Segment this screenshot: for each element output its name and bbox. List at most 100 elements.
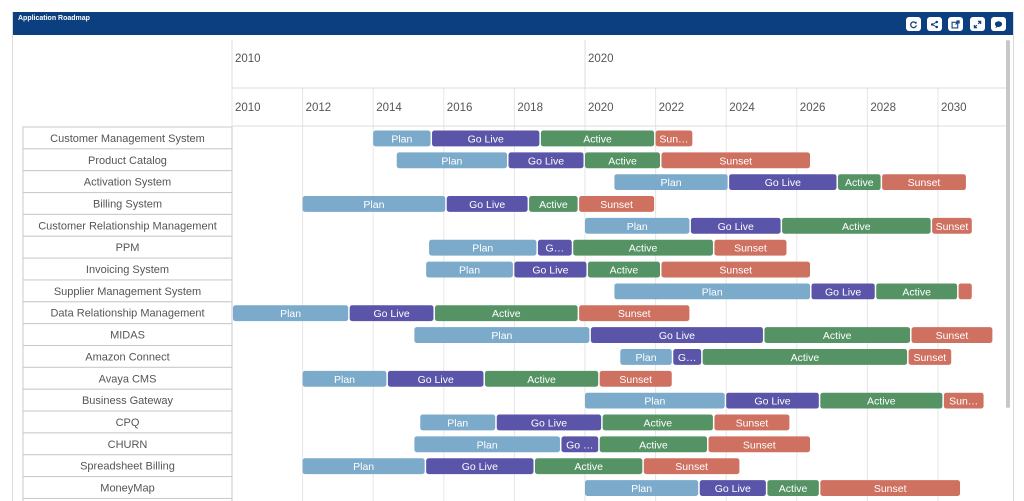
gantt-bar-label: Active	[779, 483, 808, 495]
gantt-bar	[908, 349, 952, 365]
gantt-bar-label: Go Live	[373, 308, 409, 320]
minor-tick-label: 2016	[447, 102, 473, 114]
gantt-bar-label: Plan	[391, 133, 412, 145]
gantt-bar-label: Go Live	[825, 286, 861, 298]
gantt-bar	[655, 130, 693, 147]
gantt-bar	[426, 261, 513, 278]
gantt-bar	[420, 414, 496, 431]
gantt-bar	[702, 349, 908, 365]
gantt-bar-label: Plan	[702, 286, 723, 298]
gantt-bar	[661, 152, 811, 169]
gantt-bar-label: Plan	[631, 483, 652, 495]
gantt-bar-label: Active	[574, 461, 603, 473]
gantt-bar	[614, 283, 811, 300]
gantt-bar-label: Go Live	[418, 374, 454, 386]
gantt-bar-label: Plan	[459, 265, 480, 277]
gantt-bar	[496, 414, 602, 431]
row-label: Business Gateway	[82, 395, 174, 407]
minor-tick-label: 2018	[517, 102, 543, 114]
gantt-bar-label: Sun…	[659, 133, 688, 145]
gantt-bar-label: Active	[492, 308, 521, 320]
gantt-bar-label: Plan	[353, 461, 374, 473]
row-label: Invoicing System	[86, 264, 169, 276]
minor-tick-label: 2012	[306, 102, 332, 114]
gantt-bar	[729, 174, 837, 191]
gantt-bar	[484, 370, 599, 387]
gantt-bar	[534, 458, 643, 475]
gantt-bar	[708, 436, 811, 453]
gantt-bar-label: Go Live	[462, 461, 498, 473]
refresh-button[interactable]	[906, 17, 921, 31]
gantt-bar	[579, 305, 690, 322]
gantt-bar-label: Sunset	[719, 155, 752, 167]
gantt-bar	[529, 196, 578, 212]
gantt-bar-label: Active	[583, 133, 612, 145]
gantt-bar-label: Go Live	[469, 199, 505, 211]
gantt-bar-label: Sunset	[736, 417, 769, 429]
gantt-bar	[573, 239, 713, 256]
gantt-bar-label: Active	[643, 417, 672, 429]
gantt-bar	[590, 327, 763, 343]
gantt-bar	[508, 152, 584, 169]
gantt-bar-label: Active	[902, 286, 931, 298]
gantt-bar	[932, 217, 972, 234]
gantt-bar	[882, 174, 966, 191]
gantt-bar-label: Sunset	[874, 483, 907, 495]
row-label: Data Relationship Management	[50, 308, 204, 320]
row-label: Supplier Management System	[54, 286, 201, 298]
row-label: Avaya CMS	[99, 373, 157, 385]
gantt-bar-label: Plan	[627, 221, 648, 233]
minor-tick-label: 2026	[800, 102, 826, 114]
row-label-cell	[22, 497, 233, 501]
share-button[interactable]	[927, 17, 942, 31]
gantt-bar	[434, 305, 578, 322]
gantt-bar	[233, 305, 349, 322]
gantt-bar	[726, 392, 819, 409]
panel-header: Application Roadmap	[13, 12, 1013, 35]
gantt-bar	[373, 130, 431, 147]
gantt-bar-label: Plan	[363, 199, 384, 211]
gantt-bar-label: Go Live	[468, 133, 504, 145]
gantt-bar	[837, 174, 881, 191]
gantt-bar-label: Sunset	[719, 265, 752, 277]
gantt-bar-label: Active	[539, 199, 568, 211]
gantt-bar-label: Plan	[447, 417, 468, 429]
open-external-button[interactable]	[948, 17, 963, 31]
expand-icon	[973, 20, 982, 28]
gantt-bar	[429, 239, 537, 256]
row-label: MoneyMap	[100, 483, 154, 495]
gantt-bar-label: Sunset	[936, 330, 969, 342]
gantt-bar	[673, 349, 702, 365]
gantt-bar	[958, 283, 972, 300]
comment-button[interactable]	[991, 17, 1006, 31]
gantt-bar-label: Go Live	[531, 417, 567, 429]
gantt-bar	[620, 349, 672, 365]
gantt-bar-label: Go …	[566, 439, 593, 451]
gantt-bar-label: Sunset	[908, 177, 941, 189]
row-label: Spreadsheet Billing	[80, 461, 175, 473]
gantt-bar-label: Go Live	[765, 177, 801, 189]
gantt-bar	[579, 196, 655, 212]
gantt-bar-label: Plan	[477, 439, 498, 451]
gantt-bar	[587, 261, 660, 278]
minor-tick-label: 2030	[941, 102, 967, 114]
gantt-bar	[426, 458, 534, 475]
open-external-icon	[951, 19, 960, 28]
gantt-bar	[714, 239, 787, 256]
vertical-scrollbar[interactable]	[1006, 40, 1010, 408]
row-label: Activation System	[84, 177, 171, 189]
expand-button[interactable]	[970, 17, 985, 31]
gantt-bar	[446, 196, 528, 212]
row-label: CPQ	[116, 417, 140, 429]
gantt-bar	[643, 458, 740, 475]
gantt-bar-label: Sunset	[936, 221, 969, 233]
gantt-bar-label: Plan	[334, 374, 355, 386]
gantt-bar	[602, 414, 713, 431]
gantt-bar	[614, 174, 728, 191]
gantt-bar	[514, 261, 587, 278]
gantt-bar	[414, 327, 590, 343]
gantt-bar	[820, 392, 943, 409]
gantt-bar	[911, 327, 993, 343]
gantt-bar	[943, 392, 984, 409]
gantt-bar-label: Go Live	[528, 155, 564, 167]
